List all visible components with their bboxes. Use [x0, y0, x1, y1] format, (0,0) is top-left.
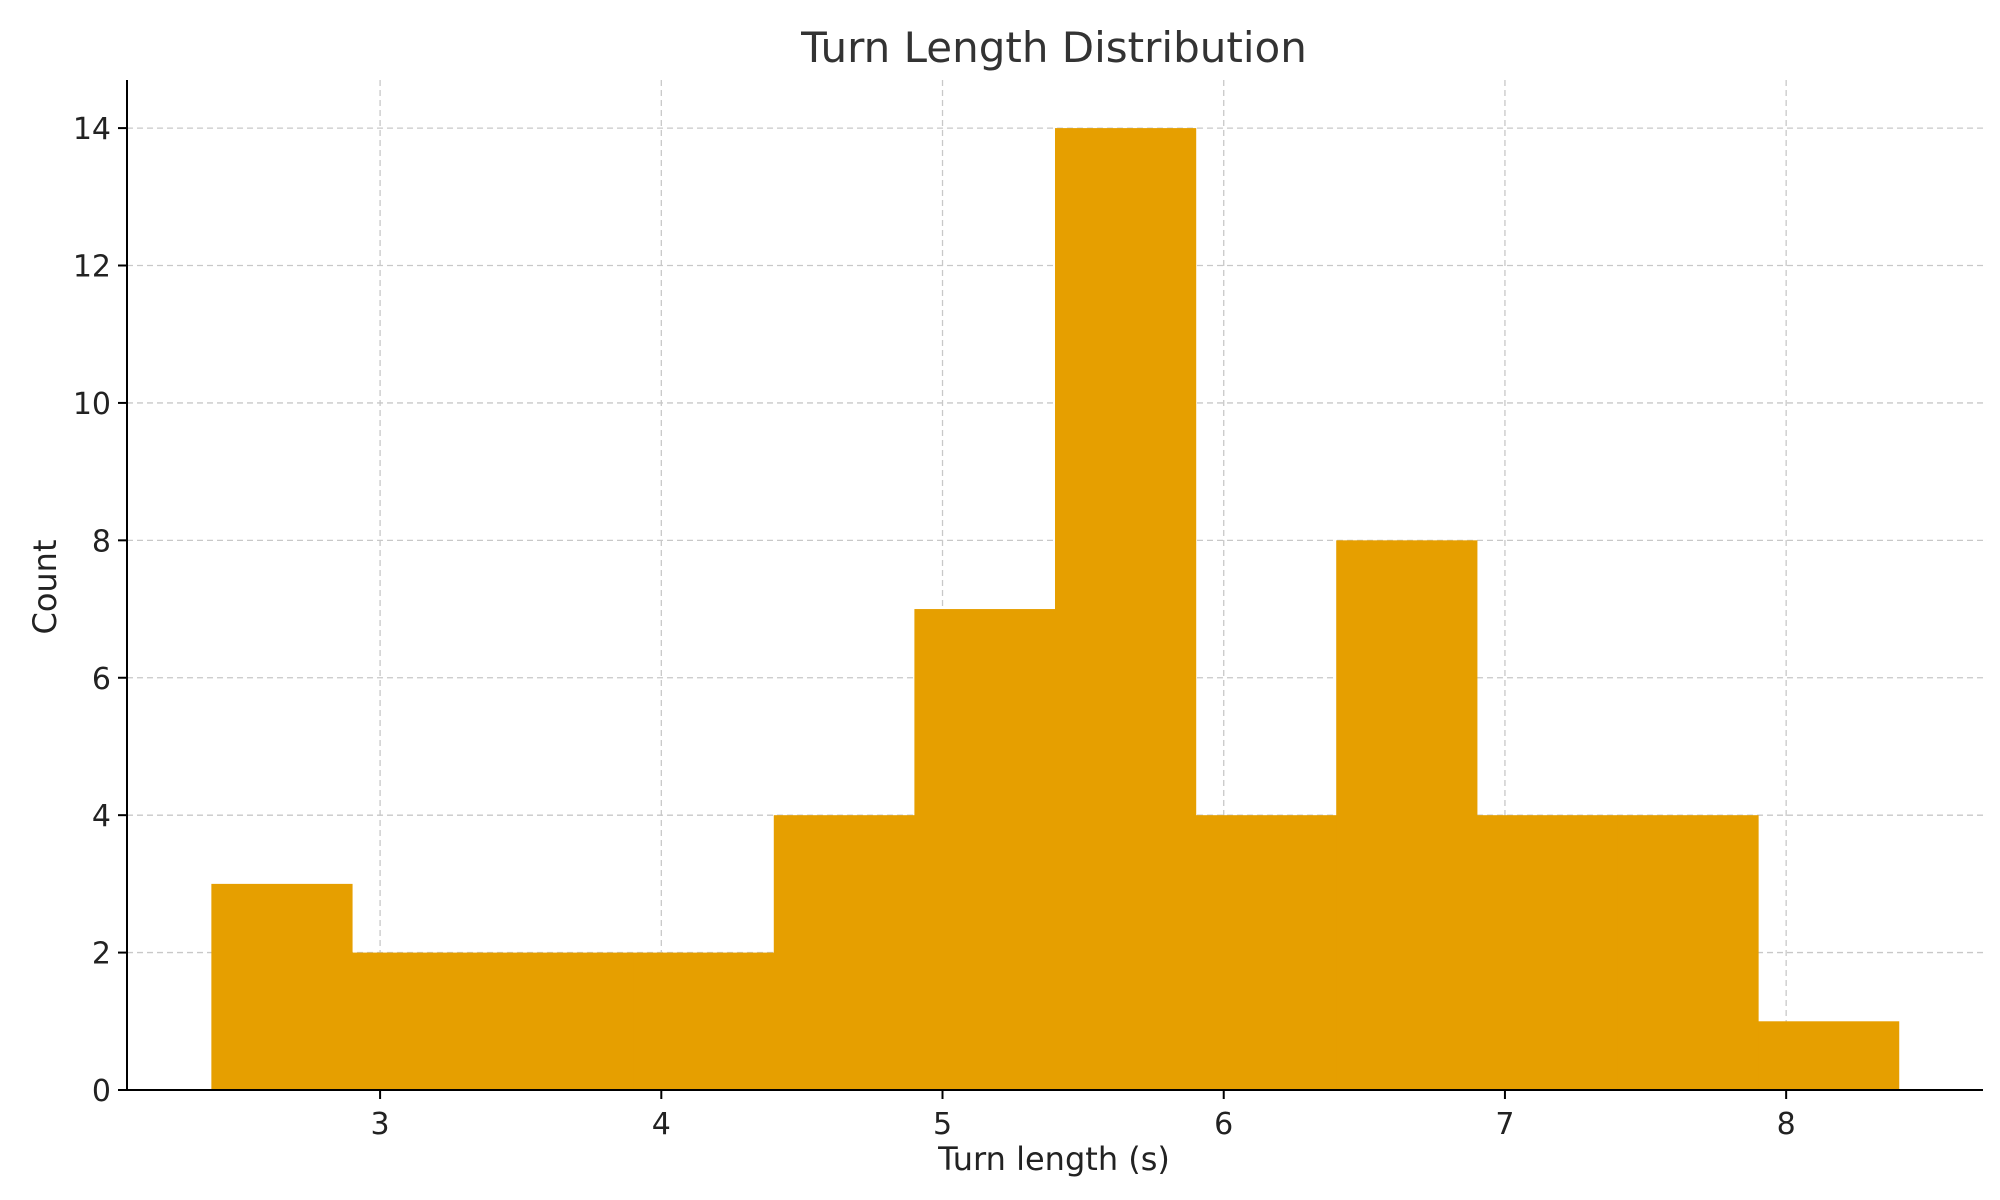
- histogram-bar: [1758, 1021, 1900, 1090]
- histogram-bar: [1617, 815, 1759, 1090]
- y-axis-label: Count: [26, 539, 64, 634]
- histogram-bars: [211, 128, 1900, 1091]
- chart-title: Turn Length Distribution: [800, 23, 1307, 72]
- histogram-bar: [773, 815, 915, 1090]
- x-tick-label: 8: [1777, 1107, 1796, 1142]
- x-tick-label: 5: [933, 1107, 952, 1142]
- x-axis-label: Turn length (s): [937, 1140, 1170, 1178]
- axes: [118, 80, 1983, 1099]
- x-tick-label: 7: [1495, 1107, 1514, 1142]
- histogram-bar: [633, 952, 775, 1090]
- histogram-bar: [1476, 815, 1619, 1090]
- histogram-bar: [914, 609, 1056, 1090]
- histogram-bar: [1336, 540, 1478, 1090]
- histogram-bar: [1055, 128, 1197, 1091]
- y-tick-label: 4: [92, 799, 111, 834]
- y-tick-label: 0: [92, 1074, 111, 1109]
- x-tick-label: 3: [371, 1107, 390, 1142]
- histogram-bar: [211, 883, 353, 1090]
- y-tick-label: 10: [73, 387, 111, 422]
- y-tick-label: 12: [73, 250, 111, 285]
- histogram-bar: [351, 952, 494, 1090]
- y-tick-label: 6: [92, 662, 111, 697]
- x-tick-label: 4: [652, 1107, 671, 1142]
- x-tick-label: 6: [1214, 1107, 1233, 1142]
- histogram-bar: [492, 952, 634, 1090]
- y-tick-label: 8: [92, 524, 111, 559]
- y-tick-label: 2: [92, 937, 111, 972]
- histogram-bar: [1195, 815, 1337, 1090]
- tick-labels: 3 4 5 6 7 8 0 2 4 6 8 10 12 14: [73, 112, 1796, 1142]
- y-tick-label: 14: [73, 112, 111, 147]
